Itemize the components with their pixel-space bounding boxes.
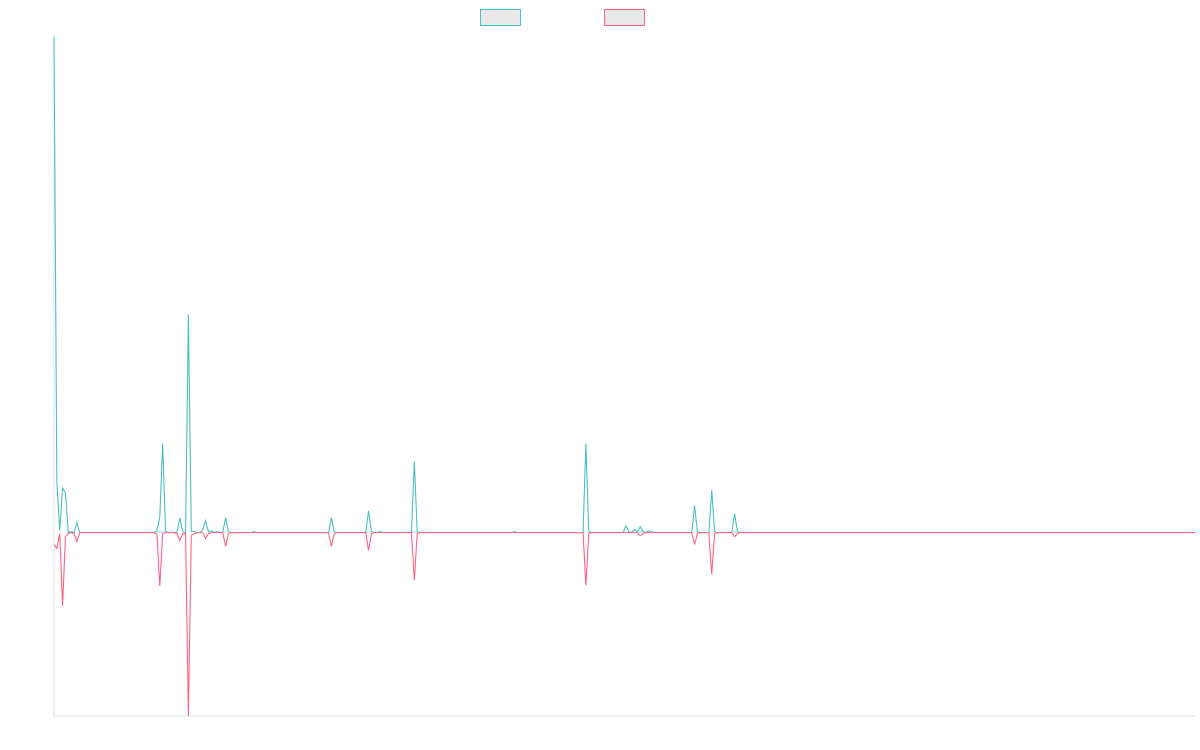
series-line-2 bbox=[53, 532, 1195, 717]
legend[interactable] bbox=[480, 9, 645, 26]
chart-axes bbox=[53, 35, 1195, 717]
legend-item[interactable] bbox=[604, 9, 645, 26]
series-layer bbox=[53, 36, 1195, 717]
series-line-1 bbox=[53, 36, 1195, 534]
legend-swatch bbox=[604, 9, 645, 26]
legend-swatch bbox=[480, 9, 521, 26]
legend-item[interactable] bbox=[480, 9, 521, 26]
